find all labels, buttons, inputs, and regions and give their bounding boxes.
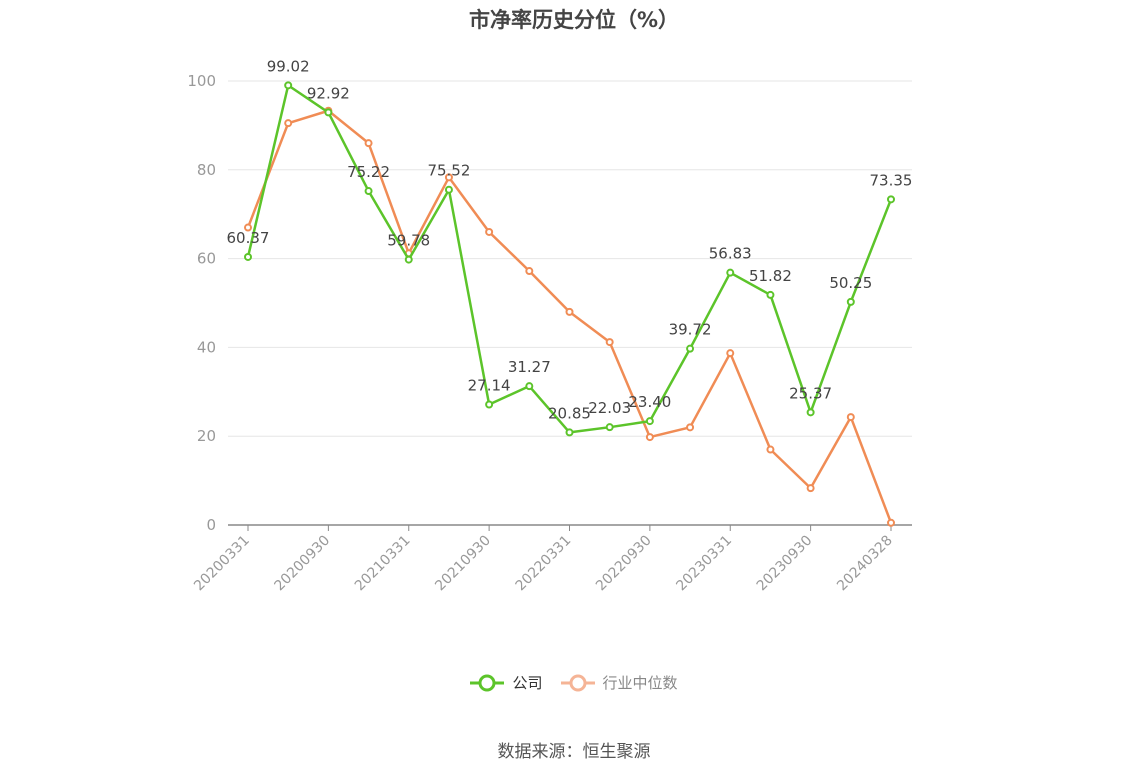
data-point-company (525, 382, 534, 391)
data-point-company (324, 108, 333, 117)
data-point-industry-median (605, 338, 614, 347)
x-tick-label: 20220930 (593, 533, 655, 595)
data-point-company (726, 268, 735, 277)
x-tick-label: 20210930 (432, 533, 494, 595)
legend-company-label: 公司 (512, 674, 543, 692)
x-tick-label: 20230331 (673, 533, 735, 595)
data-label: 56.83 (709, 245, 752, 263)
chart-title: 市净率历史分位（%） (468, 8, 680, 32)
data-point-industry-median (887, 518, 895, 527)
legend-company-marker-icon (470, 674, 505, 691)
data-label: 73.35 (870, 171, 913, 189)
data-point-industry-median (726, 349, 735, 358)
data-label: 27.14 (468, 376, 511, 394)
data-point-industry-median (244, 223, 252, 232)
data-point-industry-median (364, 139, 373, 148)
data-point-company (244, 252, 252, 261)
x-tick-label: 20240328 (834, 533, 896, 595)
data-point-company (605, 423, 614, 432)
data-point-industry-median (565, 307, 574, 316)
data-label: 60.37 (227, 229, 270, 247)
y-tick-label: 0 (206, 516, 216, 534)
data-point-company (284, 81, 293, 90)
data-point-company (444, 185, 453, 194)
data-point-company (686, 344, 695, 353)
legend-item-industry-median[interactable]: 行业中位数 (560, 672, 678, 693)
data-point-company (364, 187, 373, 196)
data-point-industry-median (846, 413, 855, 422)
data-label: 20.85 (548, 404, 591, 422)
data-label: 75.22 (347, 163, 390, 181)
data-point-industry-median (444, 173, 453, 182)
data-point-industry-median (686, 423, 695, 432)
data-label: 23.40 (628, 393, 671, 411)
data-label: 39.72 (669, 321, 712, 339)
data-point-company (806, 408, 815, 417)
x-tick-label: 20200930 (271, 533, 333, 595)
data-point-company (404, 255, 413, 264)
data-point-company (887, 195, 895, 204)
legend-industry-marker-icon (560, 674, 595, 691)
data-label: 59.78 (387, 232, 430, 250)
data-source-note: 数据来源：恒生聚源 (497, 742, 651, 762)
x-tick-label: 20200331 (191, 533, 253, 595)
x-tick-label: 20230930 (754, 533, 816, 595)
data-point-industry-median (645, 433, 654, 442)
data-label: 92.92 (307, 84, 350, 102)
y-tick-label: 40 (197, 338, 216, 356)
x-tick-label: 20210331 (352, 533, 414, 595)
data-label: 50.25 (829, 274, 872, 292)
data-point-company (485, 400, 494, 409)
data-point-industry-median (766, 445, 775, 454)
legend-industry-label: 行业中位数 (602, 674, 678, 692)
data-point-industry-median (284, 119, 293, 128)
x-tick-label: 20220331 (513, 533, 575, 595)
data-label: 25.37 (789, 384, 832, 402)
y-tick-label: 60 (197, 250, 216, 268)
y-tick-label: 20 (197, 427, 216, 445)
data-label: 75.52 (427, 162, 470, 180)
data-point-company (565, 428, 574, 437)
data-point-industry-median (525, 267, 534, 276)
data-label: 99.02 (267, 57, 310, 75)
legend-item-company[interactable]: 公司 (470, 672, 543, 693)
data-point-industry-median (485, 227, 494, 236)
data-point-company (645, 417, 654, 426)
data-label: 22.03 (588, 399, 631, 417)
data-point-industry-median (806, 484, 815, 493)
line-chart: 0 20 40 60 80 100 20200331 20200930 20210331 2021… (187, 57, 913, 595)
data-label: 51.82 (749, 267, 792, 285)
data-point-company (846, 297, 855, 306)
y-tick-label: 80 (197, 161, 216, 179)
data-point-company (766, 290, 775, 299)
series-line-industry-median (246, 109, 893, 524)
data-label: 31.27 (508, 358, 551, 376)
legend: 公司 行业中位数 (0, 672, 1148, 693)
y-tick-label: 100 (187, 72, 216, 90)
